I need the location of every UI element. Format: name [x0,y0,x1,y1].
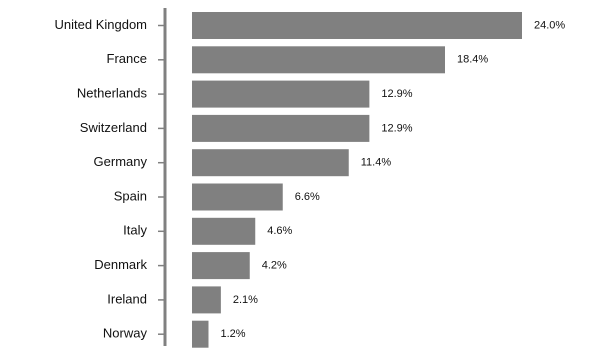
y-axis-ticks [158,24,165,335]
category-label: France [107,51,147,66]
category-label: Denmark [94,257,147,272]
value-label: 2.1% [233,294,258,306]
category-label: Netherlands [77,86,148,101]
value-label: 12.9% [381,122,412,134]
bar [192,217,256,245]
bar [192,320,209,348]
value-label: 6.6% [295,191,320,203]
value-label: 4.6% [267,225,292,237]
value-label: 24.0% [534,19,565,31]
bar [192,114,370,142]
category-label: United Kingdom [55,17,148,32]
bar [192,46,445,74]
value-label: 11.4% [361,157,392,169]
category-labels: United Kingdom France Netherlands Switzerla… [55,17,148,341]
bar [192,80,370,108]
bar [192,12,522,39]
bars [192,12,522,348]
value-labels: 24.0% 18.4% 12.9% 12.9% 11.4% 6.6% 4.6% 4.2% 2.1… [221,19,566,340]
bar [192,252,250,280]
category-label: Germany [94,154,148,169]
value-label: 1.2% [221,328,246,340]
bar [192,149,349,177]
category-label: Switzerland [80,120,147,135]
bar [192,183,283,211]
value-label: 4.2% [262,260,287,272]
value-label: 18.4% [457,54,488,66]
category-label: Spain [114,188,147,203]
category-label: Ireland [107,291,147,306]
bar [192,286,221,314]
category-label: Italy [123,223,147,238]
category-label: Norway [103,326,148,341]
value-label: 12.9% [381,88,412,100]
